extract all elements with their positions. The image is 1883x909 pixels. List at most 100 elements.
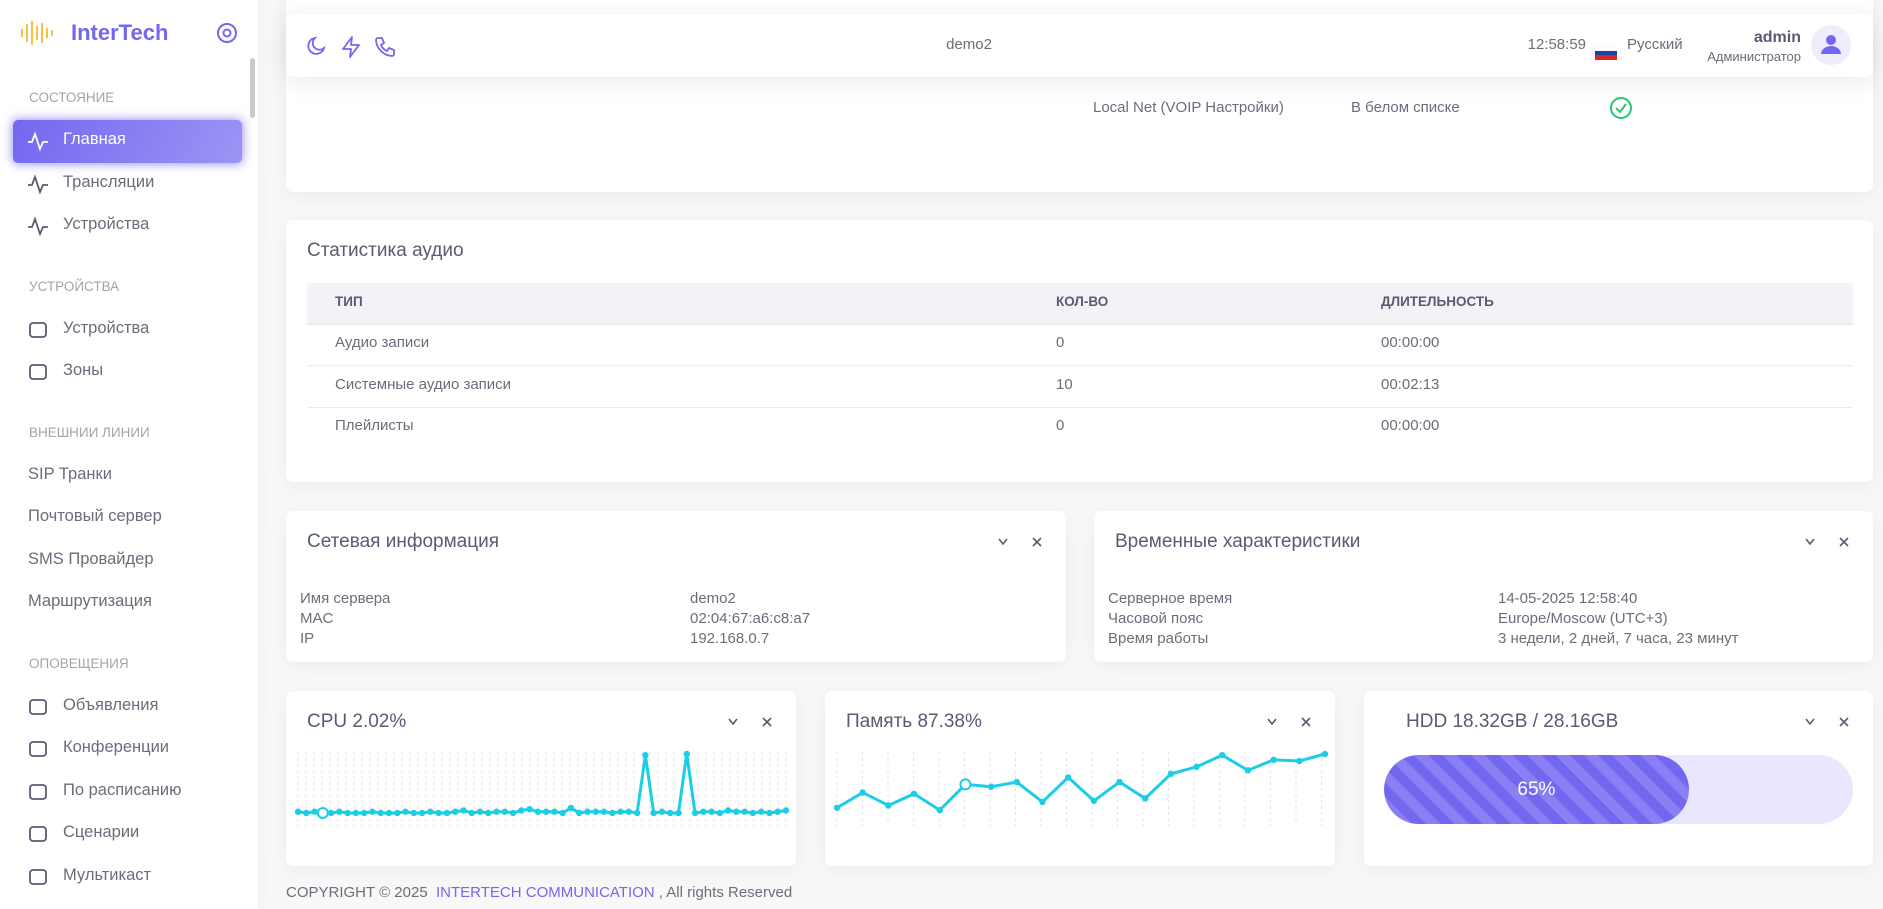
point: [385, 809, 393, 817]
menu-item[interactable]: По расписанию: [63, 780, 182, 799]
menu-item[interactable]: SIP Транки: [28, 464, 112, 483]
language[interactable]: Русский: [1627, 36, 1683, 53]
table-cell: 00:02:13: [1381, 375, 1440, 393]
menu-item[interactable]: Почтовый сервер: [28, 507, 162, 525]
card-title: Статистика аудио: [307, 240, 464, 261]
point: [501, 808, 508, 815]
scrollbar: [250, 58, 255, 118]
point: [633, 809, 641, 817]
brand-logo: [21, 21, 53, 45]
point: [316, 806, 329, 819]
point: [1244, 767, 1252, 774]
collapse-toggle[interactable]: [216, 22, 238, 44]
company-link[interactable]: INTERTECH COMMUNICATION: [436, 884, 655, 901]
menu-item[interactable]: Зоны: [63, 361, 104, 379]
row-divider: [307, 406, 1853, 408]
point: [303, 809, 310, 817]
footer: COPYRIGHT © 2025 INTERTECH COMMUNICATION…: [286, 884, 792, 901]
menu-icon: [28, 216, 48, 237]
table-cell: Аудио записи: [335, 334, 430, 351]
table-cell: Плейлисты: [335, 417, 414, 434]
collapse: [1267, 718, 1277, 726]
point: [691, 809, 699, 817]
point: [518, 807, 525, 814]
avatar[interactable]: [1811, 25, 1851, 65]
icon-shape: [29, 698, 47, 715]
point: [658, 808, 666, 815]
menu-item[interactable]: Сценарии: [63, 823, 140, 841]
point: [757, 808, 765, 815]
menu-item[interactable]: SMS Провайдер: [28, 549, 154, 568]
rights: , All rights Reserved: [658, 884, 793, 901]
close: [762, 717, 772, 727]
close: [1301, 717, 1311, 727]
phone[interactable]: [375, 37, 395, 57]
point: [1219, 751, 1226, 759]
point: [394, 809, 401, 817]
point: [418, 809, 426, 817]
menu-item-active[interactable]: [13, 120, 242, 163]
point: [435, 809, 442, 817]
info-label: Часовой пояс: [1108, 610, 1204, 627]
menu-icon: [28, 131, 48, 152]
menu-item[interactable]: Устройства: [63, 215, 150, 233]
card-actions[interactable]: [996, 534, 1046, 550]
collapse: [728, 718, 738, 726]
card-actions[interactable]: [726, 714, 776, 730]
memory-card: Память 87.38%: [825, 691, 1335, 866]
info-value: demo2: [690, 590, 736, 607]
table-cell: Системные аудио записи: [335, 375, 512, 393]
card-actions[interactable]: [1265, 714, 1315, 730]
close: [1032, 537, 1042, 547]
point: [741, 808, 748, 815]
table-cell: 0: [1056, 334, 1065, 351]
progress-label: 65%: [1517, 779, 1556, 800]
icon-shape: [29, 783, 47, 800]
host: demo2: [946, 36, 992, 53]
point: [1296, 757, 1303, 765]
row-divider: [307, 365, 1853, 366]
quick-actions[interactable]: [342, 36, 360, 58]
menu-item[interactable]: Объявления: [63, 695, 159, 714]
point: [936, 806, 943, 814]
menu-item[interactable]: Конференции: [63, 738, 170, 756]
point: [410, 809, 417, 817]
point: [1270, 756, 1277, 764]
time-card: Временные характеристики Серверное время…: [1094, 511, 1873, 662]
menu-item[interactable]: Маршрутизация: [28, 592, 152, 610]
close: [1839, 717, 1849, 727]
point: [1321, 750, 1329, 758]
point: [294, 808, 302, 815]
icon-pulse: [28, 173, 48, 195]
theme-toggle[interactable]: [307, 36, 326, 55]
point: [733, 808, 740, 815]
point: [576, 809, 583, 817]
copyright: COPYRIGHT © 2025: [286, 884, 428, 901]
menu-item[interactable]: Трансляции: [63, 172, 155, 191]
line: [836, 752, 1326, 812]
point: [542, 808, 550, 815]
point: [885, 802, 892, 809]
card-actions[interactable]: [1803, 534, 1853, 550]
menu-section-title: ОПОВЕЩЕНИЯ: [29, 655, 129, 671]
menu-item[interactable]: Главная: [63, 130, 126, 148]
menu-item[interactable]: Устройства: [63, 318, 150, 337]
point: [642, 752, 649, 759]
point: [485, 809, 492, 817]
icon-shape: [29, 868, 47, 885]
card-actions[interactable]: [1803, 714, 1853, 730]
card-title: CPU 2.02%: [307, 711, 407, 732]
menu-icon: [29, 826, 47, 842]
point: [509, 809, 517, 817]
hdd-card: HDD 18.32GB / 28.16GB 65%: [1364, 691, 1873, 866]
menu-item[interactable]: Мультикаст: [63, 865, 152, 884]
icon-shape: [29, 364, 47, 380]
point: [600, 808, 608, 815]
point: [476, 808, 484, 815]
menu-icon: [29, 868, 47, 885]
collapse: [1805, 718, 1815, 726]
column-header: ТИП: [335, 294, 363, 309]
point: [700, 808, 707, 815]
info-label: MAC: [300, 610, 334, 627]
menu-icon: [29, 321, 47, 338]
